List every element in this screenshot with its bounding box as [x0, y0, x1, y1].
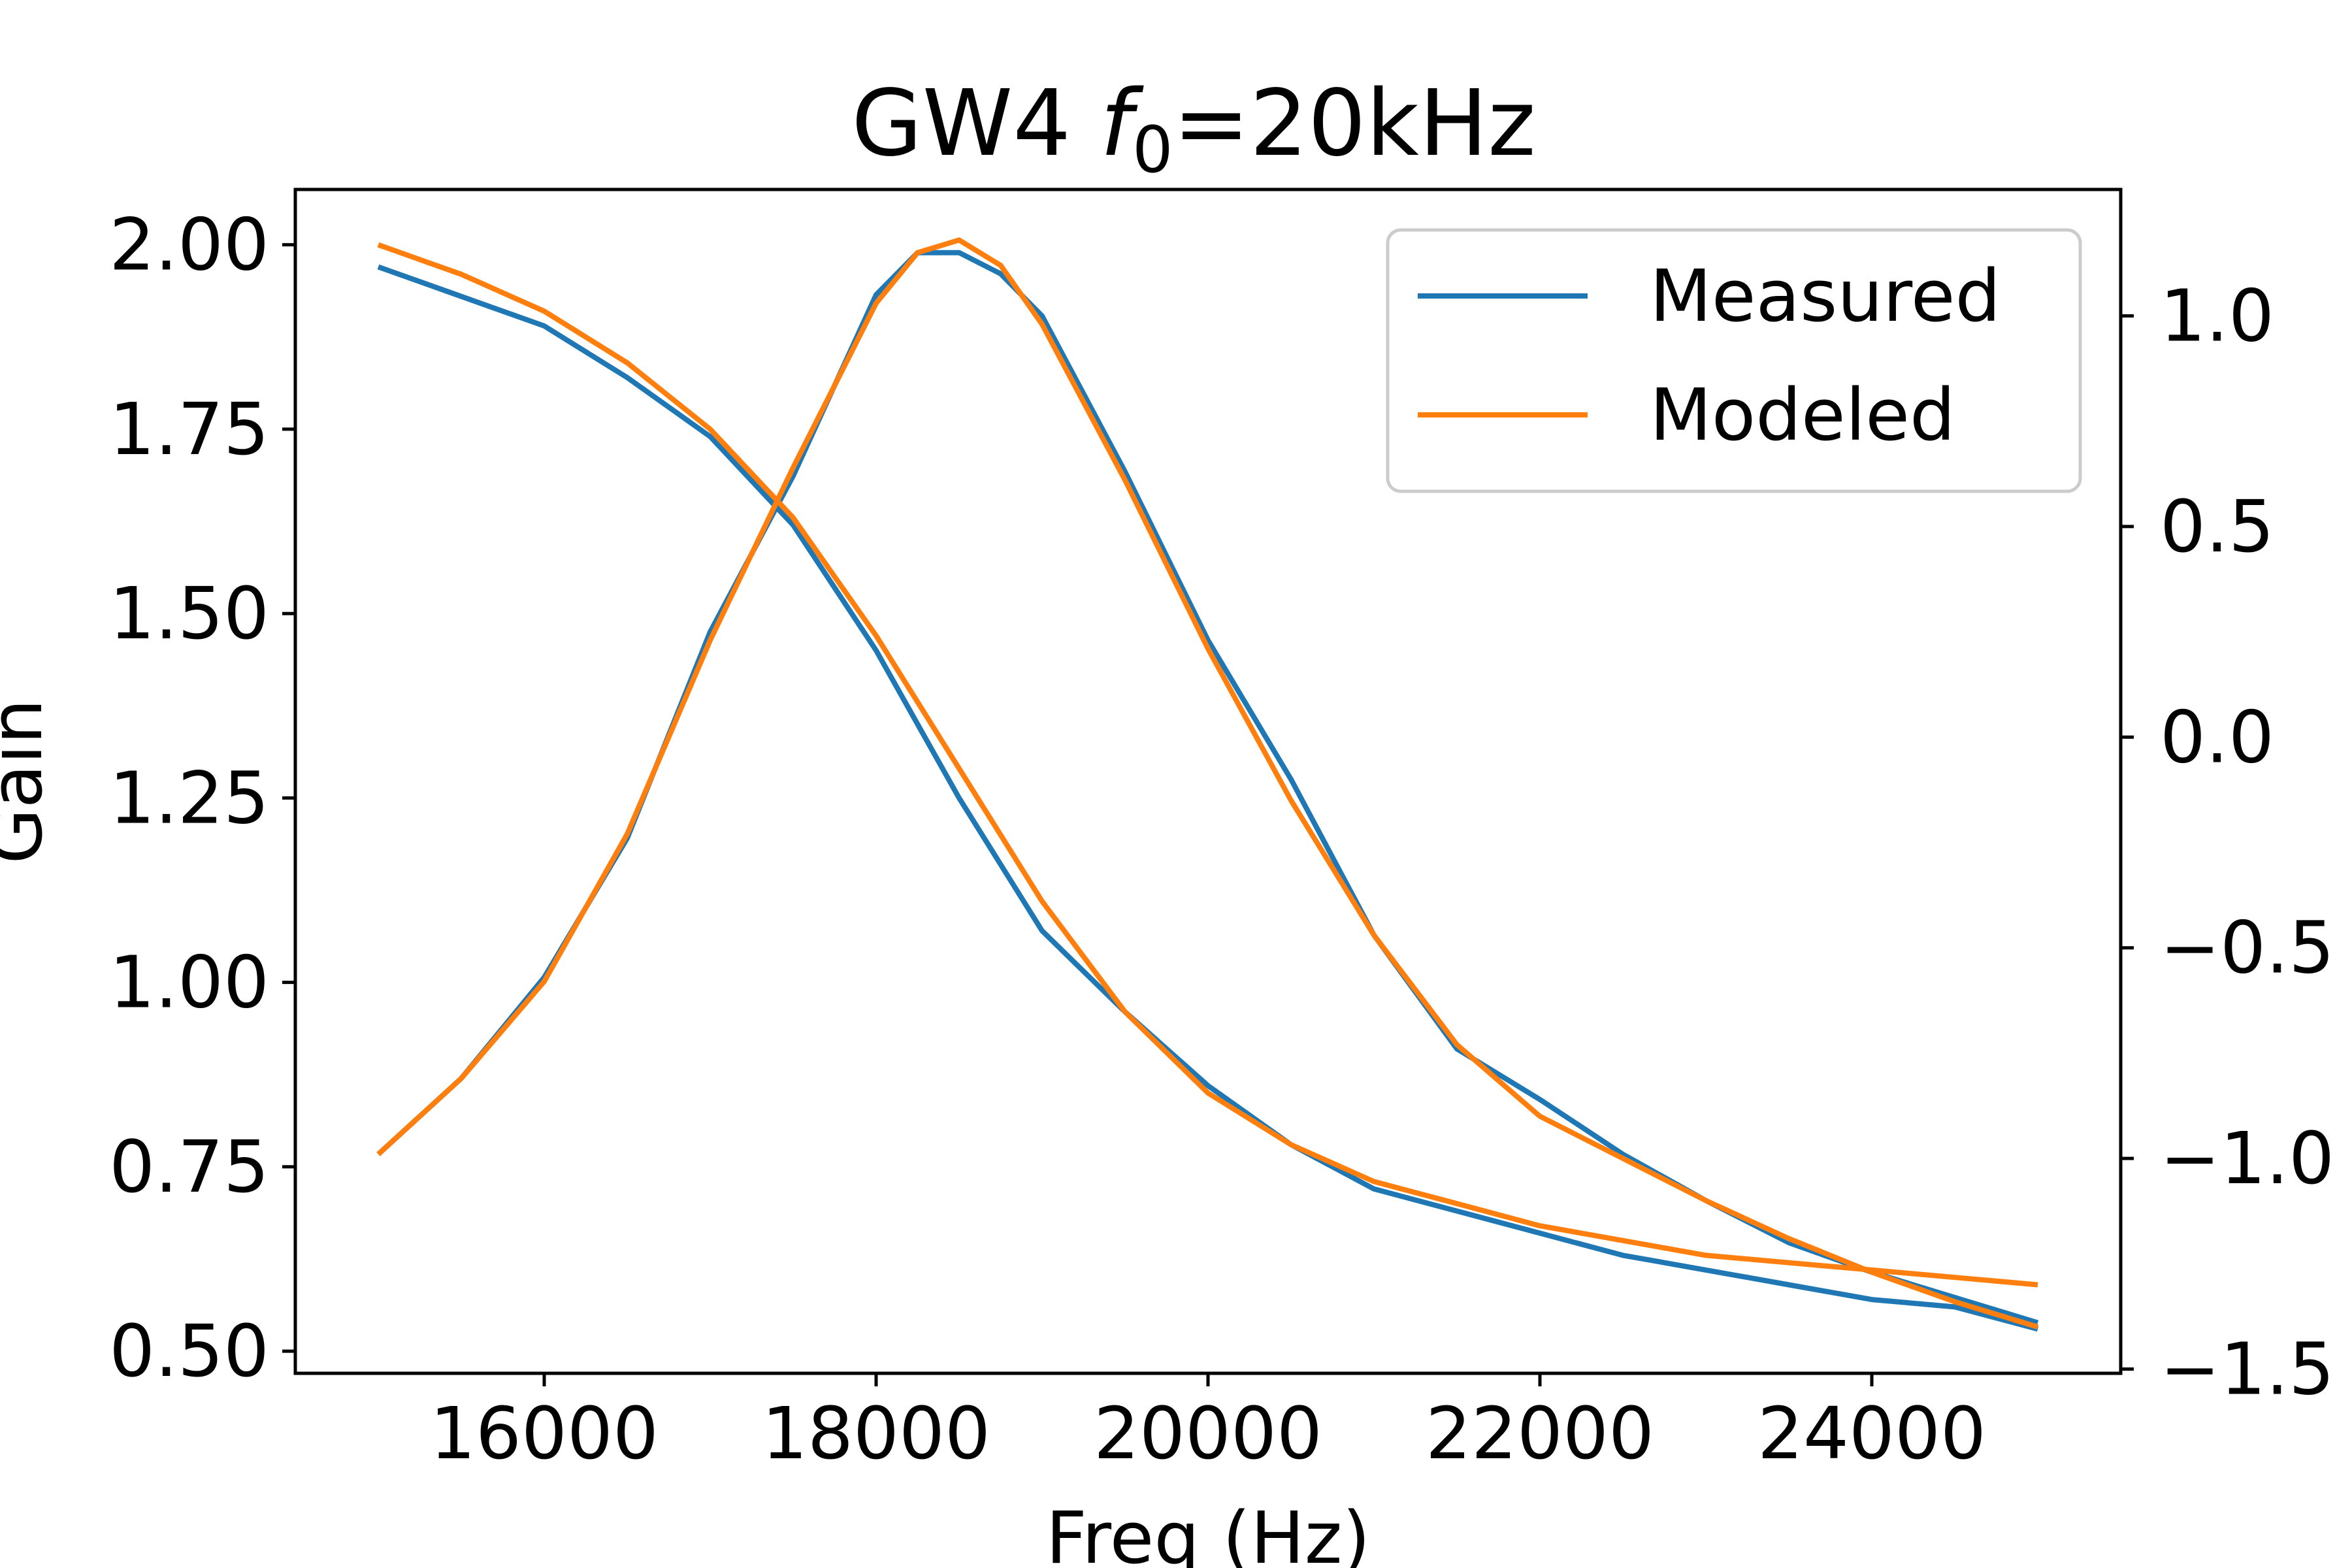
y-right-tick-label: 0.5	[2160, 485, 2274, 568]
series-modeled-right-line	[376, 237, 2039, 1330]
x-axis-label: Freq (Hz)	[1046, 1496, 1371, 1568]
y-right-tick-label: 0.0	[2160, 695, 2274, 779]
y-axis-left-ticks: 2.00 1.75 1.50 1.25 1.00 0.75 0.50	[109, 203, 295, 1393]
y-left-tick-label: 1.75	[109, 387, 269, 471]
x-tick-label: 18000	[762, 1392, 990, 1475]
y-left-tick-label: 1.50	[109, 572, 269, 655]
y-left-tick-label: 1.25	[109, 756, 269, 840]
y-axis-label: Gain	[0, 699, 58, 864]
x-tick-label: 22000	[1426, 1392, 1654, 1475]
y-left-tick-label: 0.75	[109, 1125, 269, 1209]
y-left-tick-label: 1.00	[109, 941, 269, 1024]
y-left-tick-label: 2.00	[109, 203, 269, 287]
series-modeled-left-line	[377, 242, 2038, 1288]
series-measured-left-line	[377, 264, 2039, 1332]
legend-label-measured: Measured	[1650, 254, 2001, 338]
y-right-tick-label: −1.5	[2160, 1328, 2334, 1411]
y-right-tick-label: −1.0	[2160, 1117, 2334, 1200]
x-axis-ticks: 16000 18000 20000 22000 24000	[430, 1373, 1986, 1475]
title-subscript: 0	[1132, 113, 1173, 188]
legend-label-modeled: Modeled	[1650, 373, 1955, 457]
y-left-tick-label: 0.50	[109, 1309, 269, 1393]
x-tick-label: 16000	[430, 1392, 659, 1475]
title-prefix: GW4	[851, 71, 1100, 177]
x-tick-label: 24000	[1757, 1392, 1986, 1475]
title-suffix: =20kHz	[1173, 71, 1535, 177]
y-axis-right-ticks: 1.0 0.5 0.0 −0.5 −1.0 −1.5	[2121, 274, 2334, 1411]
y-right-tick-label: −0.5	[2160, 906, 2334, 990]
y-right-tick-label: 1.0	[2160, 274, 2274, 357]
legend: Measured Modeled	[1386, 228, 2082, 493]
series-layer	[376, 237, 2039, 1332]
chart-title: GW4 f0=20kHz	[851, 71, 1535, 188]
x-tick-label: 20000	[1094, 1392, 1322, 1475]
